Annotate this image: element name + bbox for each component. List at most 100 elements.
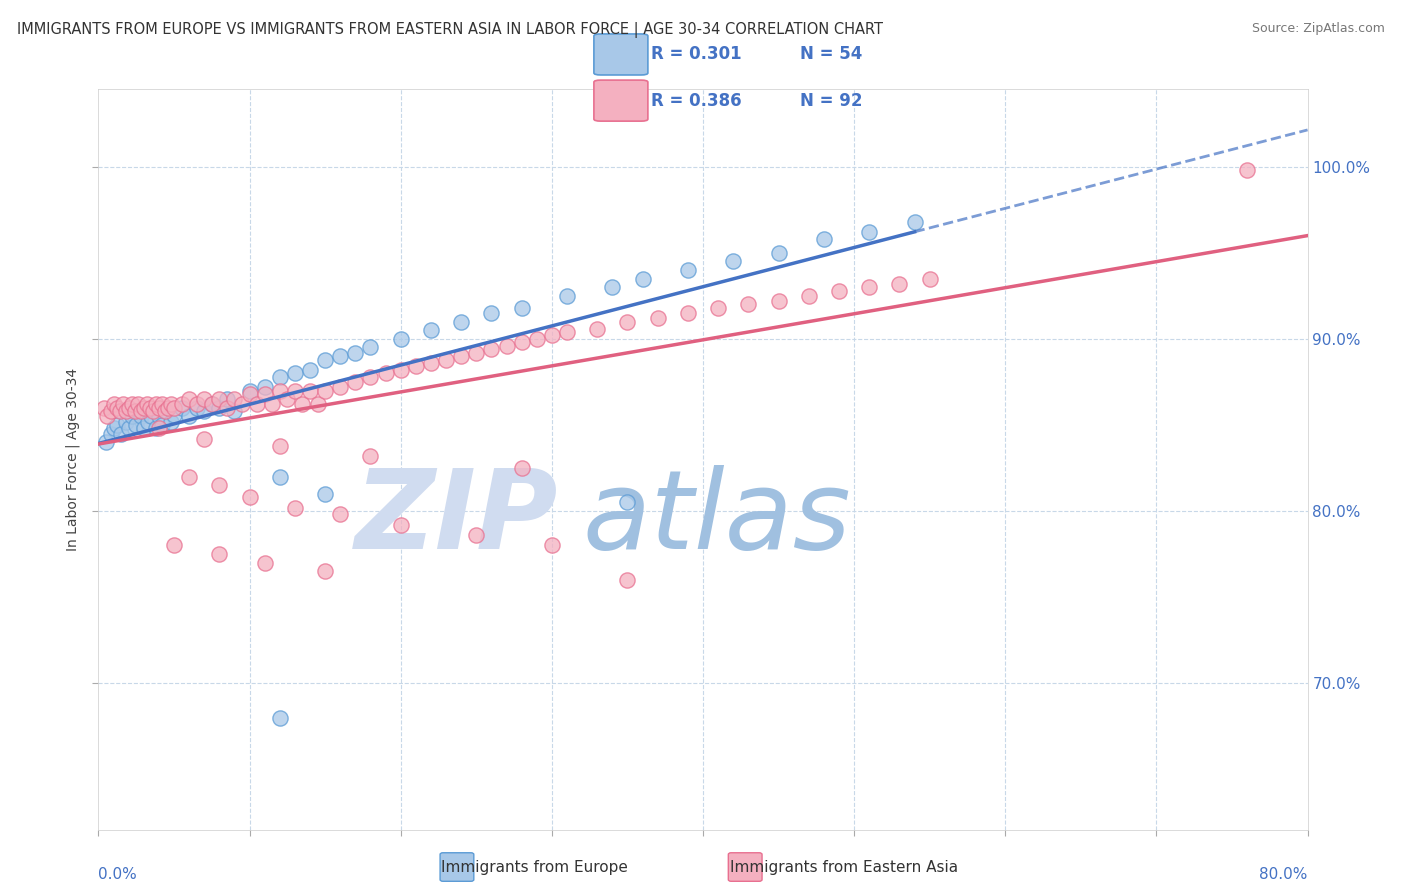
- Point: [360, 341, 382, 355]
- Point: [450, 349, 472, 363]
- Point: [360, 369, 382, 384]
- Point: [163, 539, 186, 553]
- Point: [93, 401, 115, 415]
- Point: [110, 426, 132, 441]
- Point: [420, 323, 443, 337]
- Point: [136, 415, 159, 429]
- Point: [142, 404, 165, 418]
- Point: [145, 421, 167, 435]
- Point: [647, 311, 669, 326]
- Point: [156, 401, 179, 415]
- Point: [291, 397, 314, 411]
- Point: [314, 487, 336, 501]
- FancyBboxPatch shape: [593, 80, 648, 121]
- Text: Source: ZipAtlas.com: Source: ZipAtlas.com: [1251, 22, 1385, 36]
- Point: [148, 421, 170, 435]
- Point: [148, 409, 170, 424]
- Point: [284, 384, 307, 398]
- Point: [768, 293, 790, 308]
- Point: [125, 417, 148, 432]
- Point: [163, 401, 186, 415]
- Point: [239, 490, 262, 504]
- Point: [215, 392, 238, 406]
- Point: [108, 404, 131, 418]
- Point: [100, 426, 122, 441]
- Point: [114, 415, 136, 429]
- Text: ZIP: ZIP: [354, 465, 558, 572]
- Point: [193, 404, 215, 418]
- Point: [179, 409, 201, 424]
- Text: R = 0.301: R = 0.301: [651, 45, 742, 63]
- Point: [389, 332, 412, 346]
- Point: [420, 356, 443, 370]
- Text: N = 92: N = 92: [800, 92, 862, 110]
- Point: [105, 401, 128, 415]
- Text: atlas: atlas: [582, 465, 851, 572]
- Point: [555, 325, 578, 339]
- Point: [150, 417, 173, 432]
- Point: [602, 280, 624, 294]
- Point: [269, 711, 291, 725]
- Point: [94, 435, 117, 450]
- Point: [389, 363, 412, 377]
- Point: [224, 404, 246, 418]
- Point: [253, 387, 276, 401]
- Point: [434, 352, 457, 367]
- Point: [858, 280, 880, 294]
- Point: [314, 352, 336, 367]
- Point: [239, 384, 262, 398]
- Point: [262, 397, 284, 411]
- Point: [616, 315, 638, 329]
- Point: [132, 421, 155, 435]
- Point: [768, 245, 790, 260]
- Point: [224, 392, 246, 406]
- Point: [118, 401, 141, 415]
- Text: Immigrants from Europe: Immigrants from Europe: [441, 860, 627, 874]
- Point: [269, 369, 291, 384]
- Point: [510, 301, 533, 315]
- Point: [239, 387, 262, 401]
- Point: [918, 271, 941, 285]
- Point: [284, 366, 307, 380]
- Point: [284, 500, 307, 515]
- Point: [208, 401, 231, 415]
- Point: [797, 289, 820, 303]
- Point: [737, 297, 759, 311]
- Point: [186, 401, 208, 415]
- Point: [201, 397, 224, 411]
- Text: R = 0.386: R = 0.386: [651, 92, 742, 110]
- Point: [329, 349, 352, 363]
- Point: [100, 404, 122, 418]
- Point: [405, 359, 427, 374]
- Point: [723, 254, 745, 268]
- Point: [253, 380, 276, 394]
- Point: [450, 315, 472, 329]
- Point: [374, 366, 396, 380]
- Point: [616, 495, 638, 509]
- Point: [465, 528, 488, 542]
- Point: [269, 439, 291, 453]
- Point: [510, 461, 533, 475]
- Point: [307, 397, 329, 411]
- Point: [540, 328, 562, 343]
- Point: [344, 345, 367, 359]
- Point: [631, 271, 654, 285]
- Point: [105, 417, 128, 432]
- Point: [145, 397, 167, 411]
- Point: [155, 404, 177, 418]
- Point: [114, 404, 136, 418]
- Point: [344, 375, 367, 389]
- Point: [329, 380, 352, 394]
- Y-axis label: In Labor Force | Age 30-34: In Labor Force | Age 30-34: [65, 368, 80, 551]
- Point: [481, 342, 503, 356]
- Point: [103, 421, 125, 435]
- Point: [179, 392, 201, 406]
- Point: [135, 397, 157, 411]
- Point: [329, 508, 352, 522]
- Point: [96, 409, 118, 424]
- Point: [170, 397, 193, 411]
- Text: IMMIGRANTS FROM EUROPE VS IMMIGRANTS FROM EASTERN ASIA IN LABOR FORCE | AGE 30-3: IMMIGRANTS FROM EUROPE VS IMMIGRANTS FRO…: [17, 22, 883, 38]
- Point: [208, 547, 231, 561]
- Point: [495, 339, 517, 353]
- Point: [121, 409, 143, 424]
